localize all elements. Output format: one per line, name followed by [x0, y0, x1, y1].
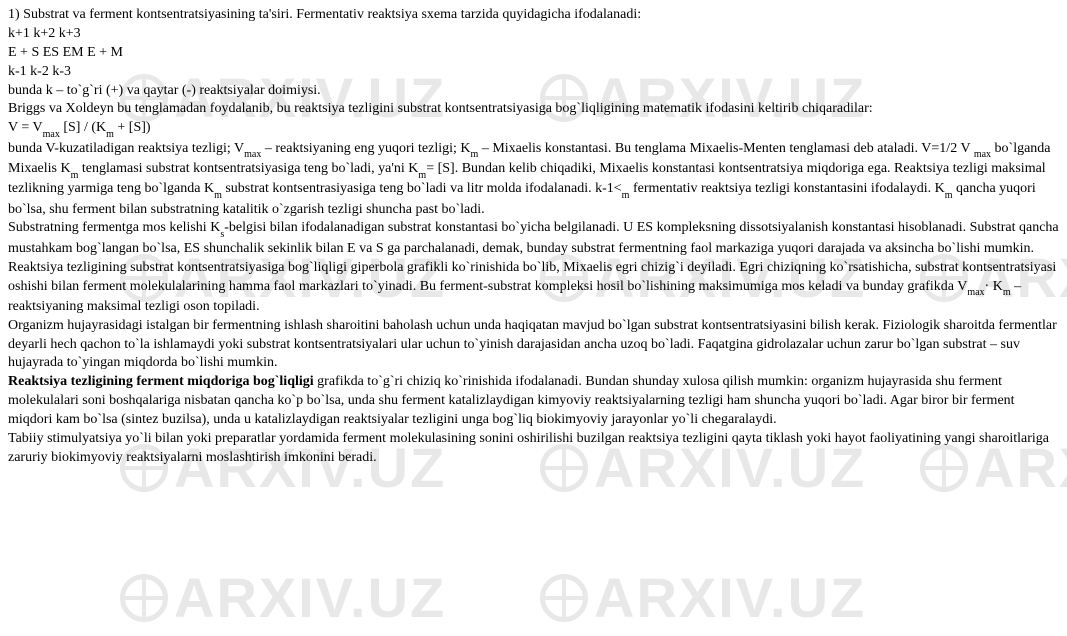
paragraph-9: Substratning fermentga mos kelishi Ks-be… — [8, 219, 1059, 258]
subscript-m: m — [214, 190, 222, 201]
subscript-m: m — [1003, 287, 1011, 298]
text: + [S]) — [114, 120, 151, 135]
subscript-max: max — [244, 149, 261, 160]
subscript-m: m — [945, 190, 953, 201]
text: substrat kontsentrasiyasiga teng bo`ladi… — [222, 181, 622, 196]
paragraph-2: k+1 k+2 k+3 — [8, 25, 1059, 44]
subscript-max: max — [974, 149, 991, 160]
paragraph-8: bunda V-kuzatiladigan reaktsiya tezligi;… — [8, 140, 1059, 220]
paragraph-13: Tabiiy stimulyatsiya yo`li bilan yoki pr… — [8, 430, 1059, 468]
paragraph-12: Reaktsiya tezligining ferment miqdoriga … — [8, 373, 1059, 430]
text: · K — [985, 279, 1003, 294]
watermark: ARXIV.UZ — [540, 560, 866, 636]
subscript-max: max — [43, 129, 60, 140]
text: – reaktsiyaning eng yuqori tezligi; K — [261, 141, 470, 156]
paragraph-5: bunda k – to`g`ri (+) va qaytar (-) reak… — [8, 82, 1059, 101]
text: Substratning fermentga mos kelishi K — [8, 220, 220, 235]
text: fermentativ reaktsiya tezligi konstantas… — [629, 181, 944, 196]
subscript-max: max — [967, 287, 984, 298]
paragraph-4: k-1 k-2 k-3 — [8, 63, 1059, 82]
watermark: ARXIV.UZ — [120, 560, 446, 636]
text: V = V — [8, 120, 43, 135]
paragraph-11: Organizm hujayrasidagi istalgan bir ferm… — [8, 317, 1059, 374]
subscript-m: m — [106, 129, 114, 140]
subscript-m: m — [622, 190, 630, 201]
text: [S] / (K — [60, 120, 106, 135]
paragraph-6: Briggs va Xoldeyn bu tenglamadan foydala… — [8, 100, 1059, 119]
document-content: 1) Substrat va ferment kontsentratsiyasi… — [8, 6, 1059, 468]
bold-heading: Reaktsiya tezligining ferment miqdoriga … — [8, 374, 314, 389]
text: Reaktsiya tezligining substrat kontsentr… — [8, 260, 1056, 294]
paragraph-10: Reaktsiya tezligining substrat kontsentr… — [8, 259, 1059, 317]
text: tenglamasi substrat kontsentratsiyasiga … — [78, 161, 418, 176]
subscript-m: m — [71, 170, 79, 181]
paragraph-1: 1) Substrat va ferment kontsentratsiyasi… — [8, 6, 1059, 25]
text: bunda V-kuzatiladigan reaktsiya tezligi;… — [8, 141, 244, 156]
subscript-m: m — [471, 149, 479, 160]
paragraph-7: V = Vmax [S] / (Km + [S]) — [8, 119, 1059, 139]
text: – Mixaelis konstantasi. Bu tenglama Mixa… — [478, 141, 973, 156]
subscript-m: m — [418, 170, 426, 181]
subscript-s: s — [220, 229, 224, 240]
paragraph-3: E + S ES EM E + M — [8, 44, 1059, 63]
